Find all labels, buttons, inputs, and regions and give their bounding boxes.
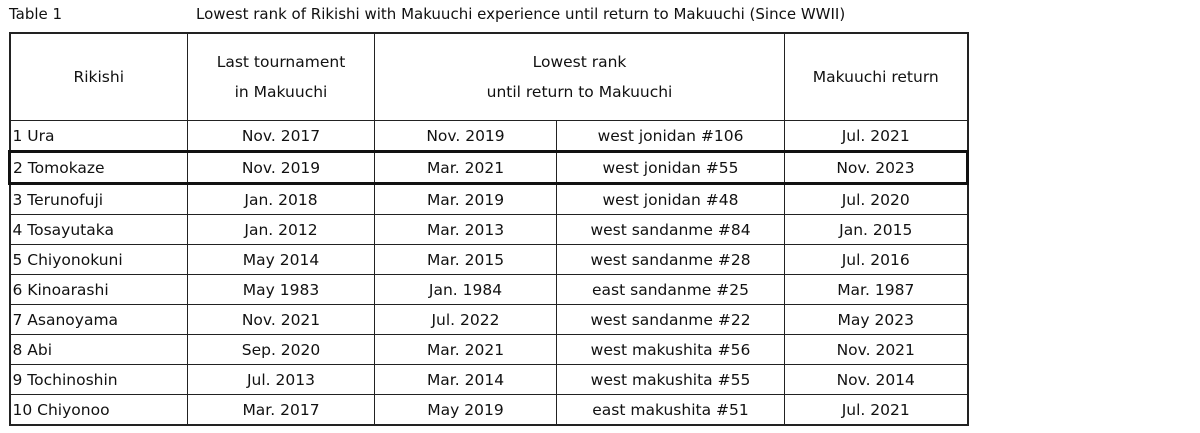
header-row: Rikishi Last tournament in Makuuchi Lowes… <box>9 32 968 121</box>
cell-lowest-rank: west sandanme #84 <box>556 214 785 245</box>
cell-makuuchi-return: Nov. 2023 <box>784 150 969 185</box>
cell-rikishi: 3 Terunofuji <box>9 183 188 215</box>
cell-lowest-date: Mar. 2014 <box>374 364 557 395</box>
table-title: Lowest rank of Rikishi with Makuuchi exp… <box>196 5 846 23</box>
cell-lowest-rank: west jonidan #106 <box>556 120 785 152</box>
cell-makuuchi-return: Nov. 2021 <box>784 334 968 365</box>
rikishi-table: Rikishi Last tournament in Makuuchi Lowes… <box>8 32 969 426</box>
cell-last-tournament: Nov. 2017 <box>187 120 375 152</box>
cell-rikishi: 5 Chiyonokuni <box>9 244 188 275</box>
cell-makuuchi-return: Jul. 2020 <box>784 183 968 215</box>
cell-lowest-rank: west sandanme #22 <box>556 304 785 335</box>
cell-rikishi: 9 Tochinoshin <box>9 364 188 395</box>
cell-lowest-date: Jul. 2022 <box>374 304 557 335</box>
cell-last-tournament: Sep. 2020 <box>187 334 375 365</box>
cell-lowest-date: Mar. 2013 <box>374 214 557 245</box>
cell-last-tournament: Jan. 2012 <box>187 214 375 245</box>
cell-last-tournament: May 1983 <box>187 274 375 305</box>
cell-rikishi: 2 Tomokaze <box>8 150 188 185</box>
table-row: 8 Abi Sep. 2020 Mar. 2021 west makushita #5… <box>9 334 968 365</box>
cell-rikishi: 8 Abi <box>9 334 188 365</box>
cell-lowest-rank: west sandanme #28 <box>556 244 785 275</box>
cell-lowest-date: Mar. 2021 <box>374 150 557 185</box>
cell-rikishi: 7 Asanoyama <box>9 304 188 335</box>
cell-rikishi: 1 Ura <box>9 120 188 152</box>
cell-makuuchi-return: Jul. 2021 <box>784 120 968 152</box>
cell-lowest-date: Jan. 1984 <box>374 274 557 305</box>
cell-lowest-date: Mar. 2015 <box>374 244 557 275</box>
cell-makuuchi-return: Nov. 2014 <box>784 364 968 395</box>
cell-makuuchi-return: Jul. 2021 <box>784 394 968 426</box>
table-row: 10 Chiyonoo Mar. 2017 May 2019 east makushi… <box>9 394 968 426</box>
cell-last-tournament: Nov. 2019 <box>187 150 375 185</box>
table-row: 2 Tomokaze Nov. 2019 Mar. 2021 west jonidan… <box>8 150 969 185</box>
cell-last-tournament: Jan. 2018 <box>187 183 375 215</box>
table-row: 1 Ura Nov. 2017 Nov. 2019 west jonidan #106… <box>9 120 968 152</box>
table-row: 7 Asanoyama Nov. 2021 Jul. 2022 west sandan… <box>9 304 968 335</box>
header-rikishi: Rikishi <box>9 32 188 121</box>
header-makuuchi-return: Makuuchi return <box>784 32 968 121</box>
cell-last-tournament: Mar. 2017 <box>187 394 375 426</box>
header-last-tournament: Last tournament in Makuuchi <box>187 32 375 121</box>
cell-last-tournament: May 2014 <box>187 244 375 275</box>
header-lowest-rank: Lowest rank until return to Makuuchi <box>374 32 785 121</box>
cell-rikishi: 4 Tosayutaka <box>9 214 188 245</box>
cell-lowest-rank: west jonidan #55 <box>556 150 785 185</box>
cell-lowest-date: Mar. 2019 <box>374 183 557 215</box>
table-row: 4 Tosayutaka Jan. 2012 Mar. 2013 west sanda… <box>9 214 968 245</box>
header-last-line2: in Makuuchi <box>234 83 328 101</box>
cell-makuuchi-return: Jul. 2016 <box>784 244 968 275</box>
cell-lowest-rank: west makushita #55 <box>556 364 785 395</box>
cell-lowest-rank: west makushita #56 <box>556 334 785 365</box>
cell-lowest-rank: east sandanme #25 <box>556 274 785 305</box>
cell-makuuchi-return: Jan. 2015 <box>784 214 968 245</box>
header-last-line1: Last tournament <box>216 53 346 71</box>
cell-lowest-date: Nov. 2019 <box>374 120 557 152</box>
table-row: 6 Kinoarashi May 1983 Jan. 1984 east sandan… <box>9 274 968 305</box>
cell-last-tournament: Nov. 2021 <box>187 304 375 335</box>
table-label: Table 1 <box>9 5 63 23</box>
cell-last-tournament: Jul. 2013 <box>187 364 375 395</box>
cell-rikishi: 10 Chiyonoo <box>9 394 188 426</box>
table-row: 9 Tochinoshin Jul. 2013 Mar. 2014 west maku… <box>9 364 968 395</box>
cell-lowest-rank: east makushita #51 <box>556 394 785 426</box>
cell-makuuchi-return: May 2023 <box>784 304 968 335</box>
table-row: 5 Chiyonokuni May 2014 Mar. 2015 west sanda… <box>9 244 968 275</box>
cell-lowest-date: Mar. 2021 <box>374 334 557 365</box>
table-row: 3 Terunofuji Jan. 2018 Mar. 2019 west jonid… <box>9 183 968 215</box>
cell-makuuchi-return: Mar. 1987 <box>784 274 968 305</box>
cell-lowest-date: May 2019 <box>374 394 557 426</box>
header-lowest-line2: until return to Makuuchi <box>486 83 673 101</box>
cell-rikishi: 6 Kinoarashi <box>9 274 188 305</box>
cell-lowest-rank: west jonidan #48 <box>556 183 785 215</box>
header-lowest-line1: Lowest rank <box>532 53 627 71</box>
